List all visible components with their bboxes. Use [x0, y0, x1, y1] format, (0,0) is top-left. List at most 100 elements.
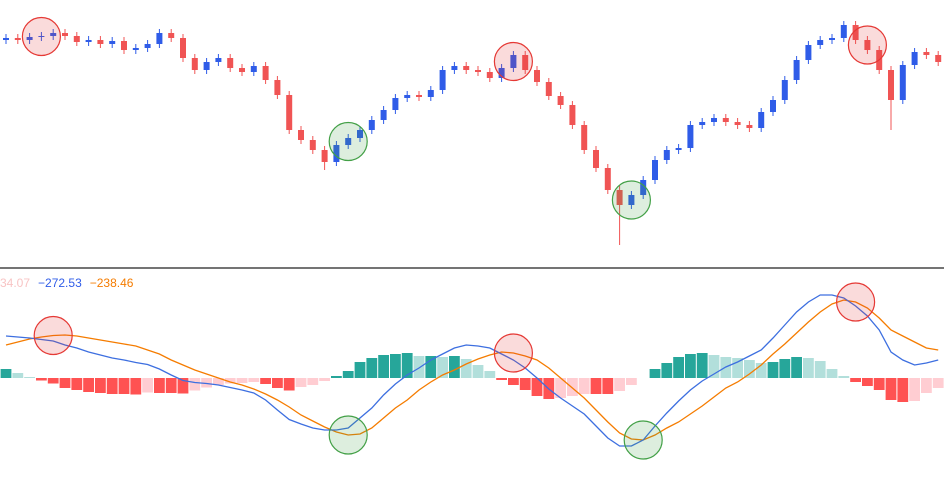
signal-marker: [21, 16, 62, 57]
candle-body: [357, 130, 363, 138]
candle-body: [593, 150, 599, 168]
histogram-bar: [696, 353, 708, 378]
histogram-bar: [685, 354, 696, 378]
candle-body: [687, 125, 694, 148]
histogram-bar: [909, 378, 920, 401]
histogram-bar: [590, 378, 602, 394]
candle-body: [935, 55, 942, 62]
histogram-bar: [708, 355, 720, 378]
histogram-bar: [803, 358, 814, 378]
signal-marker: [611, 180, 652, 220]
histogram-bar: [95, 378, 106, 393]
candle-body: [274, 80, 281, 95]
signal-marker: [328, 121, 368, 162]
candle-body: [180, 38, 186, 58]
candle-body: [62, 33, 68, 36]
histogram-bar: [437, 357, 448, 378]
signal-marker: [847, 25, 888, 65]
candle-body: [652, 160, 658, 180]
histogram-bar: [425, 356, 437, 378]
histogram-bar: [295, 378, 307, 387]
signal-marker: [493, 41, 534, 82]
candle-body: [899, 65, 906, 100]
histogram-bar: [142, 378, 153, 393]
histogram-bar: [390, 354, 401, 378]
histogram-bar: [519, 378, 531, 390]
candle-body: [132, 48, 139, 50]
candle-body: [14, 38, 21, 40]
histogram-bar: [83, 378, 94, 392]
histogram-bar: [614, 378, 625, 391]
candle-body: [640, 180, 647, 195]
histogram-bar: [260, 378, 271, 384]
candle-body: [309, 140, 316, 150]
histogram-bar: [873, 378, 885, 390]
histogram-bar: [932, 378, 944, 388]
candle-body: [121, 41, 127, 50]
candle-body: [817, 40, 824, 45]
candle-body: [451, 66, 458, 70]
histogram-bar: [850, 378, 861, 382]
candle-body: [888, 70, 894, 100]
candle-body: [262, 66, 269, 80]
candle-body: [26, 37, 33, 40]
signal-line: [5, 299, 939, 441]
candle-body: [793, 60, 800, 80]
histogram-bar: [201, 378, 212, 388]
histogram-bar: [401, 353, 413, 378]
indicator-value: 34.07: [0, 276, 30, 290]
candle-body: [38, 36, 45, 37]
histogram-bar: [354, 362, 366, 378]
histogram-bar: [862, 378, 873, 386]
histogram-bar: [319, 378, 330, 381]
histogram-bar: [567, 378, 578, 396]
candle-body: [144, 44, 151, 48]
histogram-bar: [555, 378, 566, 398]
histogram-bar: [307, 378, 319, 385]
macd-line: [5, 294, 939, 447]
candle-body: [829, 38, 835, 40]
histogram-bar: [236, 378, 248, 383]
candle-body: [616, 190, 623, 205]
histogram-bar: [24, 377, 35, 378]
crossover-marker: [33, 315, 73, 356]
candle-body: [439, 70, 446, 90]
histogram-bar: [755, 363, 767, 378]
candle-body: [522, 55, 529, 70]
histogram-bar: [791, 357, 802, 378]
histogram-bar: [248, 378, 260, 382]
candle-body: [534, 70, 540, 82]
histogram-bar: [36, 378, 47, 381]
histogram-bar: [673, 357, 684, 378]
candle-body: [404, 95, 411, 98]
histogram-bar: [921, 378, 932, 393]
candle-body: [557, 96, 564, 105]
histogram-bar: [826, 369, 838, 378]
candle-body: [3, 38, 9, 40]
indicator-value: −272.53: [38, 276, 82, 290]
histogram-bar: [331, 376, 342, 378]
histogram-bar: [767, 362, 779, 378]
histogram-bar: [272, 378, 283, 388]
histogram-bar: [626, 378, 637, 385]
histogram-bar: [224, 378, 236, 384]
candle-body: [498, 68, 505, 78]
candle-body: [250, 66, 257, 72]
candle-body: [85, 40, 92, 42]
candle-body: [758, 112, 765, 128]
histogram-bar: [118, 378, 130, 394]
candle-body: [852, 25, 859, 40]
candle-body: [227, 58, 234, 68]
histogram-bar: [413, 356, 425, 378]
histogram-bar: [602, 378, 614, 394]
histogram-bar: [578, 378, 590, 394]
candle-body: [203, 62, 210, 70]
candle-body: [416, 95, 422, 97]
candle-body: [711, 118, 717, 122]
histogram-bar: [47, 378, 59, 384]
candle-body: [427, 90, 434, 97]
candle-body: [321, 150, 328, 162]
histogram-bar: [449, 356, 460, 378]
candle-body: [864, 40, 871, 50]
